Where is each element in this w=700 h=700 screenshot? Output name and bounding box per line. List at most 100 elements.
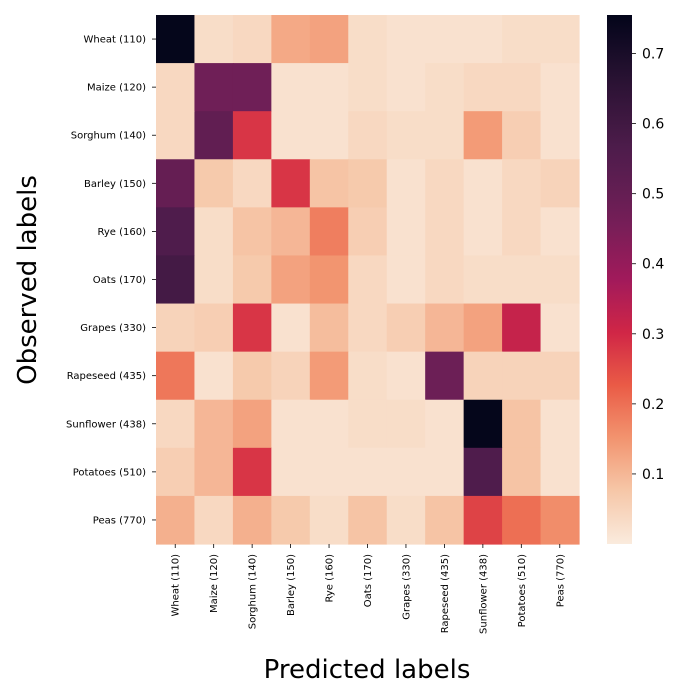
- heatmap-cell: [348, 63, 388, 112]
- heatmap-cell: [425, 447, 465, 497]
- heatmap-cell: [348, 399, 388, 449]
- y-tick-label: Potatoes (510): [73, 467, 146, 478]
- heatmap-cell: [194, 399, 234, 449]
- heatmap-cell: [232, 111, 272, 160]
- heatmap-cell: [271, 495, 311, 545]
- heatmap-cell: [386, 15, 426, 64]
- heatmap-cell: [348, 447, 388, 497]
- heatmap-cell: [348, 351, 388, 401]
- heatmap-cell: [309, 159, 349, 208]
- heatmap-cell: [194, 255, 234, 305]
- heatmap-cell: [502, 399, 542, 449]
- x-tick-label: Peas (770): [555, 554, 566, 607]
- x-tick-label: Sunflower (438): [478, 554, 489, 634]
- heatmap-cell: [386, 159, 426, 208]
- heatmap-cell: [194, 111, 234, 160]
- heatmap-cell: [386, 447, 426, 497]
- heatmap-cell: [502, 111, 542, 160]
- heatmap-cell: [156, 63, 196, 112]
- heatmap-cell: [502, 159, 542, 208]
- heatmap-cell: [463, 159, 503, 208]
- colorbar-gradient: [607, 15, 632, 544]
- colorbar-tick-label: 0.3: [642, 327, 664, 343]
- heatmap-cell: [156, 495, 196, 545]
- y-tick-labels: Wheat (110) Maize (120) Sorghum (140) Barle…: [66, 35, 156, 526]
- heatmap-cell: [425, 399, 465, 449]
- heatmap-cell: [309, 399, 349, 449]
- heatmap-cell: [425, 495, 465, 545]
- x-tick-label: Barley (150): [286, 554, 297, 616]
- heatmap-cell: [156, 447, 196, 497]
- y-tick-label: Rye (160): [97, 227, 146, 238]
- heatmap-cell: [232, 207, 272, 257]
- colorbar-tick-label: 0.2: [642, 397, 664, 413]
- heatmap-cell: [309, 15, 349, 64]
- heatmap-cell: [309, 207, 349, 257]
- colorbar-tick-label: 0.1: [642, 467, 664, 483]
- x-tick-label: Grapes (330): [401, 554, 412, 620]
- heatmap-cell: [194, 207, 234, 257]
- y-tick-label: Grapes (330): [80, 323, 146, 334]
- heatmap-cells: [156, 15, 580, 545]
- heatmap-cell: [194, 63, 234, 112]
- heatmap-cell: [463, 111, 503, 160]
- heatmap-cell: [540, 399, 580, 449]
- heatmap-cell: [156, 351, 196, 401]
- heatmap-cell: [463, 351, 503, 401]
- heatmap-cell: [463, 303, 503, 353]
- heatmap-cell: [156, 303, 196, 353]
- heatmap-cell: [540, 447, 580, 497]
- heatmap-cell: [309, 447, 349, 497]
- y-tick-label: Wheat (110): [84, 35, 147, 46]
- heatmap-cell: [540, 15, 580, 64]
- heatmap-cell: [271, 63, 311, 112]
- heatmap-cell: [232, 399, 272, 449]
- heatmap-cell: [463, 15, 503, 64]
- heatmap-cell: [540, 111, 580, 160]
- y-tick-label: Sunflower (438): [66, 419, 146, 430]
- heatmap-cell: [386, 63, 426, 112]
- heatmap-cell: [463, 447, 503, 497]
- y-tick-label: Maize (120): [87, 83, 146, 94]
- y-tick-label: Oats (170): [93, 275, 146, 286]
- y-tick-label: Sorghum (140): [71, 131, 146, 142]
- colorbar-tick-label: 0.7: [642, 47, 664, 63]
- heatmap-cell: [425, 15, 465, 64]
- heatmap-cell: [194, 447, 234, 497]
- x-tick-label: Rapeseed (435): [440, 554, 451, 633]
- heatmap-cell: [502, 351, 542, 401]
- heatmap-cell: [271, 15, 311, 64]
- heatmap-cell: [540, 351, 580, 401]
- y-tick-label: Rapeseed (435): [67, 371, 146, 382]
- heatmap-cell: [386, 255, 426, 305]
- heatmap-cell: [271, 255, 311, 305]
- heatmap-cell: [425, 351, 465, 401]
- heatmap-cell: [386, 351, 426, 401]
- heatmap-cell: [309, 255, 349, 305]
- heatmap-cell: [194, 351, 234, 401]
- heatmap-cell: [425, 255, 465, 305]
- heatmap-cell: [156, 111, 196, 160]
- x-tick-label: Wheat (110): [171, 554, 182, 617]
- heatmap-cell: [540, 159, 580, 208]
- x-tick-label: Rye (160): [325, 554, 336, 603]
- heatmap-cell: [232, 303, 272, 353]
- heatmap-cell: [232, 447, 272, 497]
- heatmap-cell: [540, 495, 580, 545]
- x-tick-label: Sorghum (140): [248, 554, 259, 629]
- colorbar-tick-label: 0.6: [642, 117, 664, 133]
- heatmap-cell: [502, 63, 542, 112]
- heatmap-cell: [502, 15, 542, 64]
- x-tick-label: Oats (170): [363, 554, 374, 607]
- heatmap-cell: [348, 495, 388, 545]
- heatmap-cell: [386, 303, 426, 353]
- heatmap-cell: [348, 207, 388, 257]
- heatmap-cell: [348, 15, 388, 64]
- heatmap-cell: [194, 495, 234, 545]
- heatmap-cell: [463, 255, 503, 305]
- heatmap-cell: [194, 303, 234, 353]
- heatmap-cell: [156, 207, 196, 257]
- x-tick-label: Potatoes (510): [517, 554, 528, 627]
- heatmap-cell: [386, 111, 426, 160]
- heatmap-cell: [348, 255, 388, 305]
